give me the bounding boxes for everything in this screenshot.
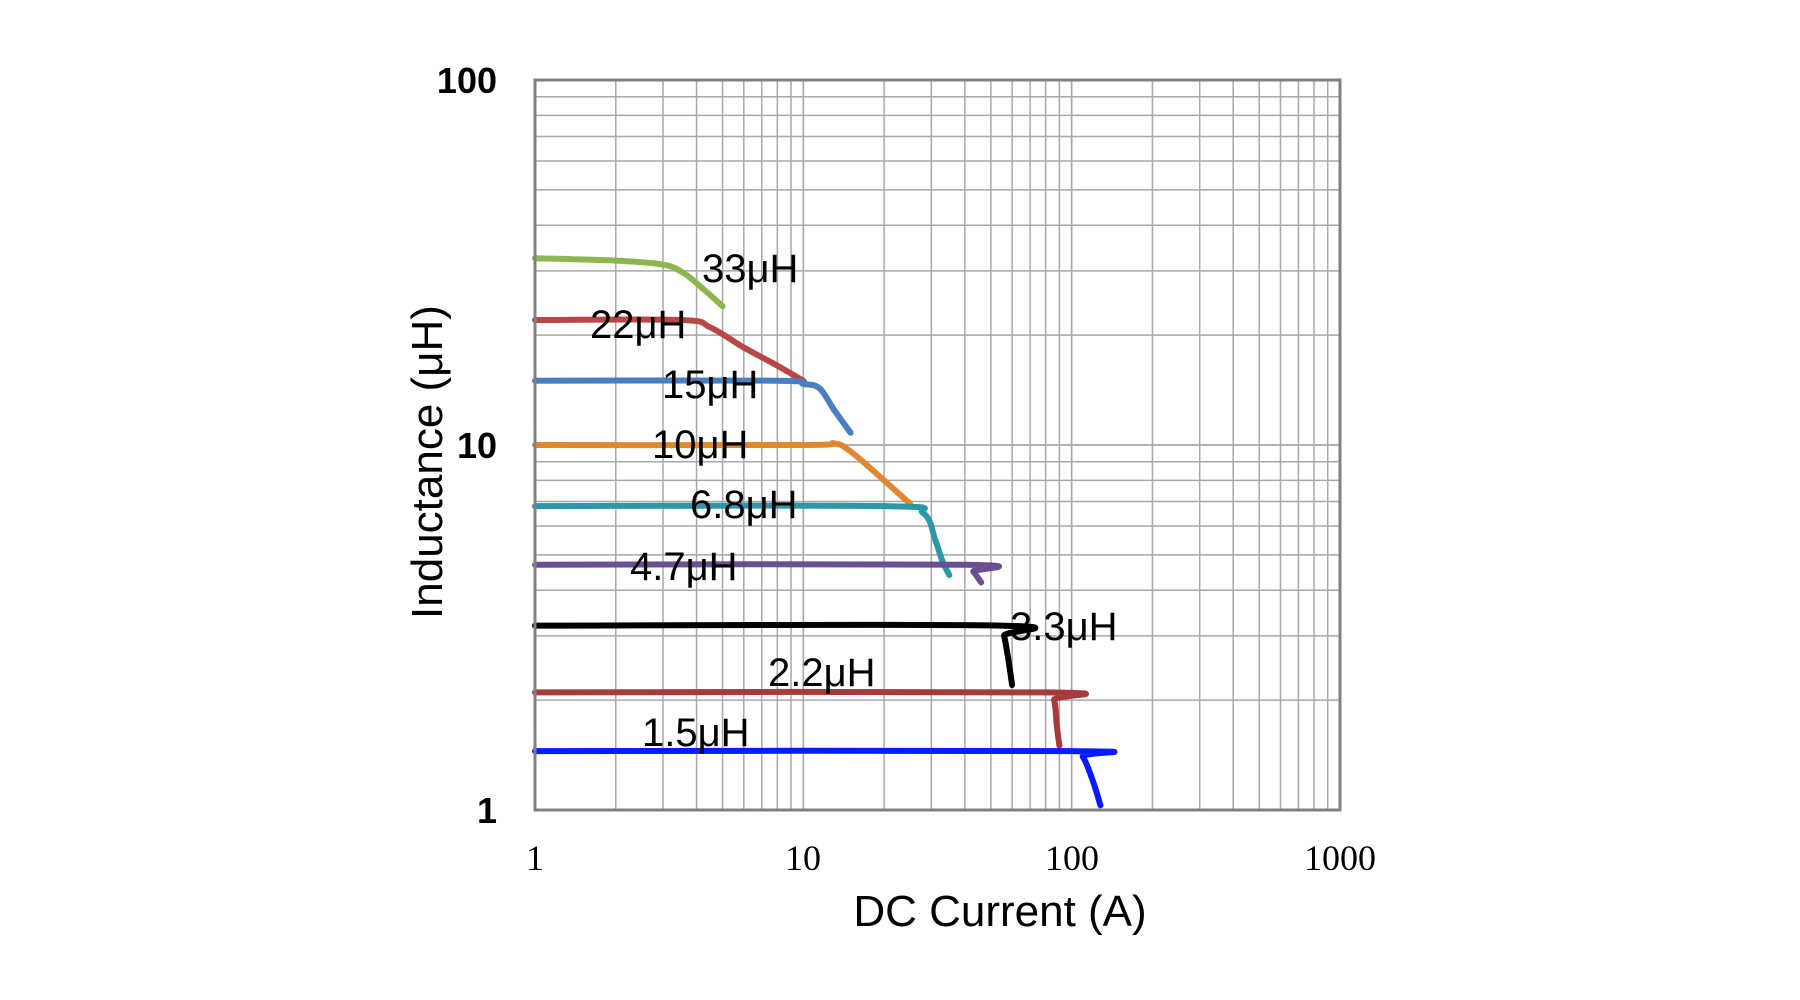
series-line-1-5-h	[532, 747, 1118, 809]
series-line-2-2-h	[532, 688, 1089, 749]
series-label-10uh: 10μH	[652, 423, 748, 467]
x-tick-10: 10	[785, 838, 821, 878]
series-line-4-7-h	[532, 561, 1002, 586]
grid	[535, 80, 1340, 810]
x-tick-100: 100	[1045, 838, 1099, 878]
y-tick-100: 100	[437, 60, 497, 101]
series-label-3-3uh: 3.3μH	[1010, 605, 1118, 649]
plot-area	[533, 78, 1342, 812]
series-lines	[532, 255, 1118, 809]
series-label-1-5uh: 1.5μH	[642, 711, 750, 755]
series-line-3-3-h	[532, 621, 1039, 688]
series-line-22-h	[532, 316, 807, 384]
series-label-4-7uh: 4.7μH	[630, 545, 738, 589]
series-label-15uh: 15μH	[662, 363, 758, 407]
series-line-6-8-h	[532, 502, 953, 579]
series-line-33-h	[532, 255, 726, 310]
series-label-6-8uh: 6.8μH	[690, 483, 798, 527]
y-tick-1: 1	[477, 790, 497, 831]
x-tick-1: 1	[526, 838, 544, 878]
series-line-10-h	[532, 440, 914, 507]
y-tick-10: 10	[457, 425, 497, 466]
series-line-15-h	[532, 377, 854, 436]
y-axis-label: Inductance (μH)	[403, 305, 452, 619]
x-axis-label: DC Current (A)	[853, 887, 1146, 936]
series-label-22uh: 22μH	[590, 303, 686, 347]
x-tick-1000: 1000	[1304, 838, 1376, 878]
series-label-33uh: 33μH	[702, 247, 798, 291]
series-label-2-2uh: 2.2μH	[768, 651, 876, 695]
